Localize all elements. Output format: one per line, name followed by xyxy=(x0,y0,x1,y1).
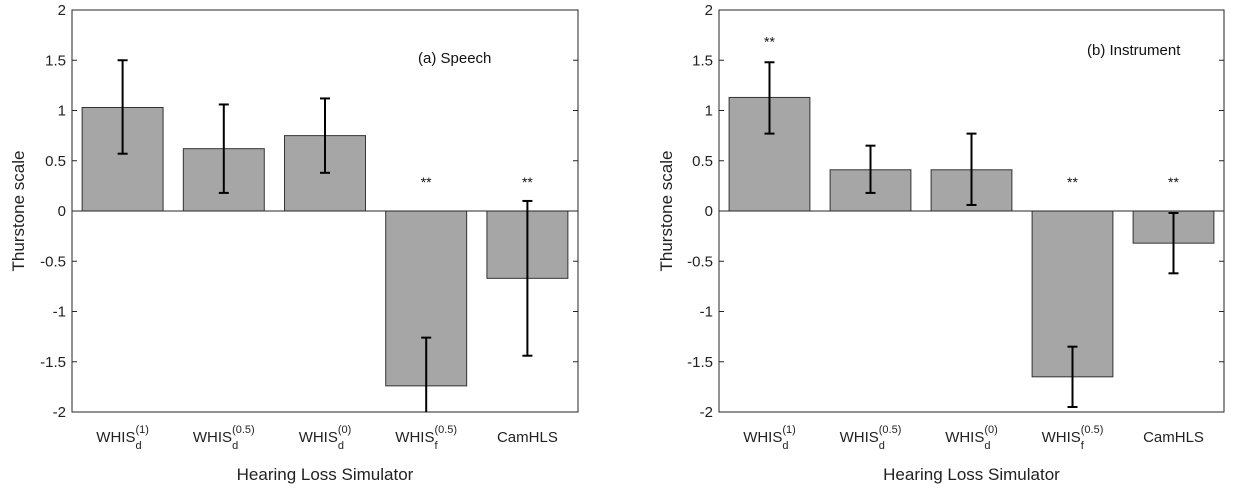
x-tick-label: WHIS(0.5) d xyxy=(840,424,902,452)
x-tick-main: WHIS xyxy=(96,429,135,446)
error-bar xyxy=(1168,212,1179,275)
x-tick-main: WHIS xyxy=(193,429,232,446)
x-tick-label: WHIS(0.5) f xyxy=(395,424,457,452)
y-tick-label: 1 xyxy=(705,103,713,120)
error-bar xyxy=(764,61,775,135)
error-bar xyxy=(522,199,533,357)
x-tick-main: WHIS xyxy=(945,429,984,446)
x-tick-sup: (0) xyxy=(984,424,997,436)
x-tick-sub: d xyxy=(232,440,238,452)
error-bar xyxy=(1067,345,1078,408)
error-bar xyxy=(865,144,876,194)
y-axis-label: Thurstone scale xyxy=(657,151,676,272)
error-bar xyxy=(421,336,432,412)
significance-marker: ** xyxy=(764,33,775,49)
x-tick-label: CamHLS xyxy=(1143,429,1204,446)
x-tick-main: CamHLS xyxy=(497,429,558,446)
x-tick-label: WHIS(0) d xyxy=(299,424,352,452)
x-tick-label: CamHLS xyxy=(497,429,558,446)
x-tick-main: WHIS xyxy=(1042,429,1081,446)
x-tick-label: WHIS(1) d xyxy=(96,424,149,452)
x-tick-sup: (0.5) xyxy=(434,424,457,436)
significance-marker: ** xyxy=(1168,174,1179,190)
panel-annotation: (b) Instrument xyxy=(1087,42,1181,59)
y-tick-label: -1.5 xyxy=(687,354,713,371)
x-tick-sup: (0.5) xyxy=(232,424,255,436)
x-tick-main: WHIS xyxy=(743,429,782,446)
y-tick-label: -1.5 xyxy=(40,354,66,371)
y-tick-label: 0 xyxy=(705,203,713,220)
x-tick-label: WHIS(0.5) f xyxy=(1042,424,1104,452)
x-tick-sub: d xyxy=(984,440,990,452)
y-tick-label: 0.5 xyxy=(692,153,713,170)
y-tick-label: 1.5 xyxy=(692,52,713,69)
significance-marker: ** xyxy=(421,174,432,190)
significance-marker: ** xyxy=(522,174,533,190)
error-bar xyxy=(218,103,229,194)
y-tick-label: -2 xyxy=(700,404,713,421)
significance-marker: ** xyxy=(1067,174,1078,190)
x-axis-label: Hearing Loss Simulator xyxy=(883,465,1060,484)
x-tick-sub: f xyxy=(434,440,438,452)
error-bar xyxy=(320,97,330,174)
x-tick-main: WHIS xyxy=(299,429,338,446)
y-tick-label: 0.5 xyxy=(45,153,66,170)
panel-annotation: (a) Speech xyxy=(418,50,491,67)
x-tick-label: WHIS(1) d xyxy=(743,424,796,452)
x-tick-sub: f xyxy=(1081,440,1085,452)
x-tick-main: CamHLS xyxy=(1143,429,1204,446)
panel-speech: 21.510.50-0.5-1-1.5-2** **WHIS(1) d WHIS(0.… xyxy=(9,2,579,484)
x-tick-sup: (0.5) xyxy=(879,424,902,436)
x-tick-sup: (1) xyxy=(782,424,795,436)
y-tick-label: -1 xyxy=(53,304,66,321)
x-tick-sup: (0) xyxy=(338,424,351,436)
error-bar xyxy=(117,59,128,155)
x-tick-sup: (0.5) xyxy=(1081,424,1104,436)
x-tick-sub: d xyxy=(879,440,885,452)
x-tick-sub: d xyxy=(782,440,788,452)
error-bar xyxy=(966,132,977,206)
x-axis-label: Hearing Loss Simulator xyxy=(237,465,414,484)
x-tick-main: WHIS xyxy=(840,429,879,446)
y-axis-label: Thurstone scale xyxy=(9,151,28,272)
x-tick-sub: d xyxy=(338,440,344,452)
y-tick-label: -2 xyxy=(53,404,66,421)
y-tick-label: -1 xyxy=(700,304,713,321)
x-tick-sup: (1) xyxy=(135,424,148,436)
y-tick-label: 0 xyxy=(58,203,66,220)
panel-instrument: 21.510.50-0.5-1-1.5-2**** **WHIS(1) d WHIS(… xyxy=(657,2,1225,484)
x-tick-main: WHIS xyxy=(395,429,434,446)
y-tick-label: 1.5 xyxy=(45,52,66,69)
y-tick-label: -0.5 xyxy=(40,253,66,270)
y-tick-label: 1 xyxy=(58,103,66,120)
x-tick-label: WHIS(0.5) d xyxy=(193,424,255,452)
y-tick-label: 2 xyxy=(705,2,713,19)
y-tick-label: -0.5 xyxy=(687,253,713,270)
y-tick-label: 2 xyxy=(58,2,66,19)
x-tick-label: WHIS(0) d xyxy=(945,424,998,452)
x-tick-sub: d xyxy=(135,440,141,452)
